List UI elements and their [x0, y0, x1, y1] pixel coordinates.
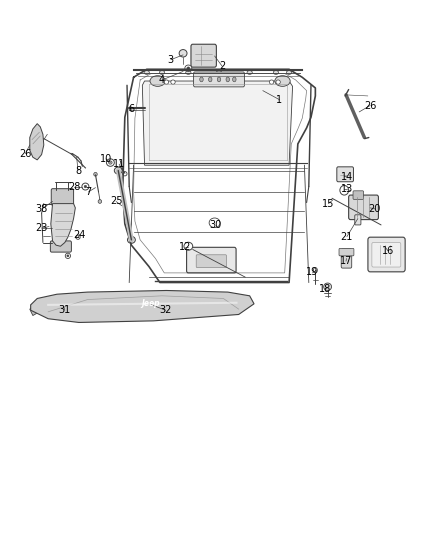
Polygon shape [30, 305, 39, 316]
Polygon shape [142, 81, 293, 165]
Ellipse shape [123, 172, 127, 176]
Ellipse shape [106, 159, 114, 166]
Ellipse shape [150, 76, 166, 86]
Ellipse shape [65, 253, 71, 259]
Ellipse shape [127, 237, 135, 243]
Text: 1: 1 [276, 95, 283, 104]
Ellipse shape [208, 77, 212, 82]
Text: 17: 17 [340, 256, 352, 266]
Text: 28: 28 [68, 182, 81, 191]
Text: 12: 12 [179, 242, 191, 252]
Text: 26: 26 [364, 101, 376, 110]
Ellipse shape [216, 70, 222, 74]
Ellipse shape [67, 255, 69, 257]
Polygon shape [30, 124, 44, 160]
FancyBboxPatch shape [349, 195, 378, 220]
Text: 6: 6 [128, 104, 134, 114]
Ellipse shape [164, 80, 169, 84]
Text: 31: 31 [59, 305, 71, 315]
Ellipse shape [286, 70, 292, 74]
Text: 14: 14 [341, 172, 353, 182]
Ellipse shape [269, 80, 274, 84]
Ellipse shape [324, 283, 332, 290]
Polygon shape [31, 290, 254, 322]
Ellipse shape [94, 173, 97, 176]
Text: 10: 10 [100, 154, 112, 164]
Text: 26: 26 [19, 149, 32, 158]
FancyBboxPatch shape [50, 241, 71, 252]
Text: 11: 11 [113, 159, 125, 169]
Ellipse shape [275, 76, 290, 86]
Ellipse shape [273, 70, 279, 74]
FancyBboxPatch shape [194, 72, 244, 87]
Text: Jeep: Jeep [141, 299, 160, 308]
FancyBboxPatch shape [337, 167, 353, 182]
Ellipse shape [209, 218, 220, 228]
Text: 24: 24 [74, 230, 86, 239]
Text: 25: 25 [110, 197, 122, 206]
Ellipse shape [186, 70, 191, 74]
Text: 32: 32 [159, 305, 172, 315]
Ellipse shape [82, 183, 89, 190]
FancyBboxPatch shape [341, 249, 352, 268]
Ellipse shape [109, 161, 112, 164]
Ellipse shape [84, 185, 87, 188]
Text: 30: 30 [209, 220, 222, 230]
Ellipse shape [217, 77, 221, 82]
Text: 3: 3 [168, 55, 174, 64]
Ellipse shape [171, 80, 175, 84]
Text: 18: 18 [319, 284, 331, 294]
FancyBboxPatch shape [196, 255, 226, 268]
Ellipse shape [129, 107, 132, 111]
Text: 19: 19 [306, 267, 318, 277]
Text: 7: 7 [85, 187, 92, 197]
FancyBboxPatch shape [353, 191, 364, 199]
Ellipse shape [98, 199, 102, 203]
Ellipse shape [76, 235, 80, 239]
Ellipse shape [276, 80, 280, 84]
Text: 38: 38 [35, 204, 48, 214]
Ellipse shape [114, 167, 122, 174]
Ellipse shape [314, 268, 317, 273]
Ellipse shape [159, 70, 165, 74]
Polygon shape [51, 204, 75, 246]
Text: 2: 2 [219, 61, 225, 71]
FancyBboxPatch shape [191, 44, 216, 67]
Text: 20: 20 [369, 204, 381, 214]
FancyBboxPatch shape [372, 243, 401, 267]
Text: 13: 13 [341, 184, 353, 194]
Ellipse shape [185, 65, 192, 71]
FancyBboxPatch shape [368, 237, 405, 272]
Ellipse shape [187, 67, 190, 69]
Text: 21: 21 [341, 232, 353, 241]
Ellipse shape [340, 185, 349, 195]
Ellipse shape [233, 77, 236, 82]
Ellipse shape [226, 77, 230, 82]
Text: 16: 16 [381, 246, 394, 255]
Ellipse shape [184, 242, 193, 250]
Ellipse shape [200, 77, 203, 82]
Ellipse shape [247, 70, 252, 74]
Text: 23: 23 [35, 223, 48, 233]
FancyBboxPatch shape [355, 215, 361, 225]
Text: 8: 8 [75, 166, 81, 175]
Ellipse shape [179, 50, 187, 57]
FancyBboxPatch shape [339, 248, 354, 256]
Ellipse shape [144, 70, 149, 74]
Text: 4: 4 [159, 75, 165, 85]
FancyBboxPatch shape [131, 296, 171, 311]
Text: 15: 15 [322, 199, 335, 208]
FancyBboxPatch shape [187, 247, 236, 273]
FancyBboxPatch shape [51, 189, 74, 205]
